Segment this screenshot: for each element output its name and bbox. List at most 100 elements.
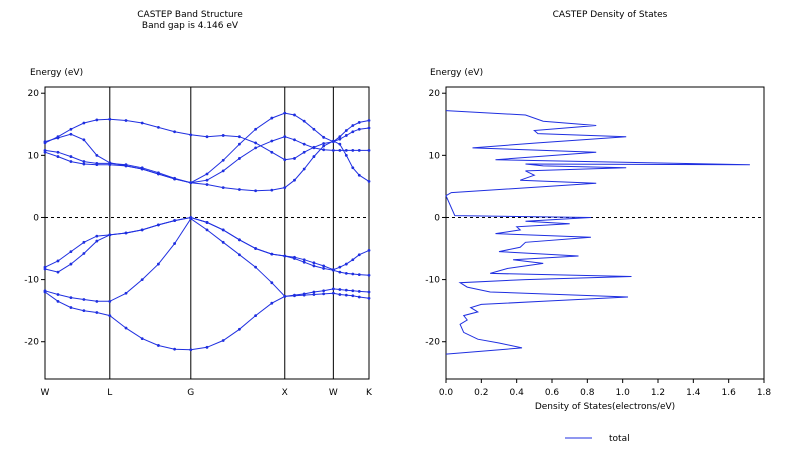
band-point	[157, 172, 160, 176]
band-series-6	[44, 112, 370, 184]
band-point	[283, 111, 287, 115]
dos-xtick-label: 0.2	[474, 388, 488, 398]
band-point	[302, 293, 306, 297]
band-series-5	[44, 136, 369, 184]
band-point	[351, 289, 355, 293]
band-ylabel: Energy (eV)	[30, 68, 84, 78]
band-point	[270, 188, 274, 192]
band-point	[351, 130, 355, 134]
band-point	[205, 183, 209, 186]
band-point	[357, 253, 361, 257]
dos-title-text: CASTEP Density of States	[552, 10, 668, 20]
band-point	[293, 178, 296, 182]
band-ytick-label: -10	[24, 276, 39, 286]
band-point	[254, 141, 257, 145]
band-point	[157, 223, 160, 227]
band-point	[95, 234, 99, 238]
dos-xtick-label: 0.6	[545, 388, 560, 398]
band-point	[302, 150, 306, 154]
band-point	[357, 173, 361, 177]
band-point	[238, 253, 241, 257]
band-ytick-label: 20	[28, 89, 40, 99]
band-point	[82, 298, 86, 301]
dos-xtick-label: 1.8	[757, 388, 772, 398]
band-point	[254, 247, 257, 250]
band-point	[157, 344, 160, 347]
band-point	[95, 118, 99, 122]
kpoint-label-l: L	[107, 388, 112, 398]
band-point	[270, 281, 274, 285]
band-point	[331, 287, 335, 291]
band-point	[338, 270, 342, 274]
band-point	[69, 127, 73, 131]
band-point	[338, 293, 342, 296]
band-point	[351, 294, 355, 298]
band-point	[312, 290, 316, 294]
band-point	[254, 314, 257, 318]
band-point	[344, 293, 348, 297]
band-point	[322, 267, 326, 270]
band-point	[95, 162, 99, 165]
band-point	[82, 138, 86, 142]
band-point	[338, 148, 342, 152]
dos-title: CASTEP Density of States	[525, 10, 695, 21]
band-point	[95, 311, 99, 314]
band-point	[283, 186, 287, 190]
band-point	[344, 134, 348, 137]
band-point	[331, 148, 335, 152]
band-point	[56, 259, 60, 263]
band-point	[189, 216, 193, 219]
band-point	[56, 155, 60, 158]
band-point	[108, 233, 112, 237]
kpoint-label-w: W	[329, 388, 338, 398]
dos-xtick-label: 1.4	[686, 388, 701, 398]
dos-xtick-label: 0.4	[510, 388, 525, 398]
band-point	[302, 119, 306, 123]
band-point	[367, 248, 371, 252]
band-point	[82, 162, 86, 166]
band-point	[270, 116, 274, 120]
band-point	[205, 221, 209, 224]
band-point	[69, 262, 73, 266]
band-point	[322, 292, 326, 296]
band-point	[331, 268, 335, 272]
band-point	[189, 133, 193, 137]
band-point	[56, 270, 60, 274]
band-point	[82, 309, 86, 313]
band-point	[95, 153, 99, 157]
band-point	[367, 126, 371, 130]
dos-xtick-label: 1.6	[722, 388, 737, 398]
kpoint-label-x: X	[282, 388, 288, 398]
band-point	[140, 228, 144, 232]
band-point	[69, 160, 73, 163]
band-point	[270, 139, 274, 143]
band-point	[95, 299, 99, 303]
band-point	[283, 294, 287, 298]
band-point	[322, 142, 326, 145]
band-point	[254, 265, 257, 269]
band-point	[270, 252, 274, 256]
band-title-text: CASTEP Band Structure	[137, 10, 243, 20]
band-point	[140, 167, 144, 171]
band-point	[221, 158, 225, 162]
band-point	[43, 141, 47, 145]
band-point	[338, 142, 342, 146]
band-point	[221, 240, 225, 244]
band-ytick-label: -20	[24, 338, 39, 348]
band-point	[238, 188, 241, 191]
band-point	[69, 155, 73, 158]
band-point	[205, 345, 209, 349]
dos-xtick-label: 0.8	[580, 388, 595, 398]
dos-ytick-label: 20	[429, 89, 441, 99]
band-plot-frame	[44, 86, 370, 380]
band-point	[312, 127, 316, 131]
band-point	[205, 172, 209, 176]
band-point	[344, 148, 348, 152]
band-point	[69, 250, 73, 254]
band-point	[357, 273, 361, 277]
band-point	[254, 189, 257, 193]
band-point	[82, 240, 86, 244]
band-point	[338, 137, 342, 141]
band-point	[140, 121, 144, 125]
band-point	[357, 148, 361, 152]
